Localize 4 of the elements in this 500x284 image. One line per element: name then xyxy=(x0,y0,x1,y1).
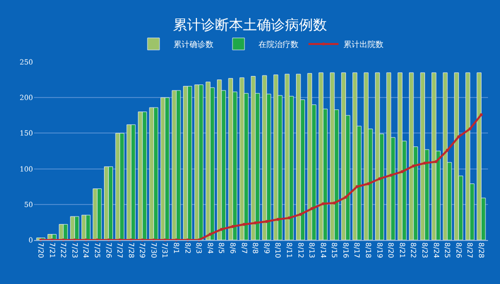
legend-label: 在院治疗数 xyxy=(258,40,298,50)
legend-label: 累计确诊数 xyxy=(174,40,214,50)
legend-label: 累计出院数 xyxy=(344,40,384,50)
chart-title: 累计诊断本土确诊病例数 xyxy=(173,18,327,34)
